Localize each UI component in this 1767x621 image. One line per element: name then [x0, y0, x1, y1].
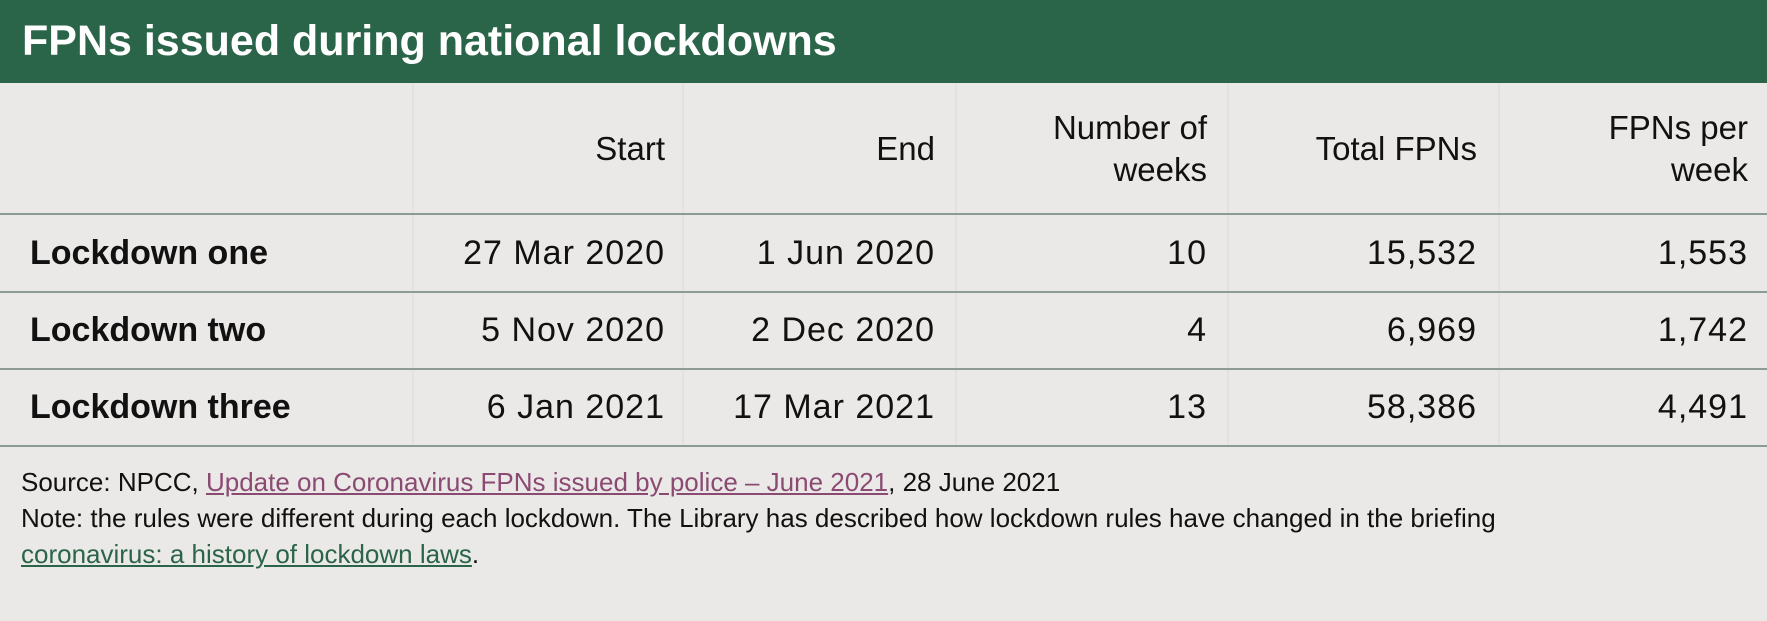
column-header: Number of weeks — [1052, 108, 1207, 188]
table-cell: 1,553 — [1657, 233, 1748, 272]
table-cell: 1,742 — [1657, 311, 1748, 349]
row-label: Lockdown two — [30, 311, 267, 349]
column-separator — [412, 83, 414, 446]
column-header: Total FPNs — [1315, 129, 1477, 167]
table-cell: 13 — [1167, 388, 1207, 426]
table-cell: 1 Jun 2020 — [756, 233, 935, 272]
row-rule — [0, 445, 1767, 447]
table-cell: 2 Dec 2020 — [751, 311, 935, 349]
column-separator — [682, 83, 684, 446]
row-rule — [0, 368, 1767, 370]
source-prefix: Source: NPCC, — [21, 467, 206, 497]
column-header: End — [876, 129, 935, 167]
row-rule — [0, 213, 1767, 215]
table-cell: 17 Mar 2021 — [733, 388, 935, 426]
table-cell: 27 Mar 2020 — [463, 233, 665, 272]
source-line: Source: NPCC, Update on Coronavirus FPNs… — [21, 464, 1741, 500]
note-text: Note: the rules were different during ea… — [21, 503, 1496, 533]
title-bar: FPNs issued during national lockdowns — [0, 0, 1767, 83]
table-cell: 4,491 — [1657, 388, 1748, 426]
note-link[interactable]: coronavirus: a history of lockdown laws — [21, 539, 472, 569]
title: FPNs issued during national lockdowns — [22, 17, 837, 65]
column-separator — [955, 83, 957, 446]
column-separator — [1227, 83, 1229, 446]
source-suffix: , 28 June 2021 — [888, 467, 1061, 497]
source-link[interactable]: Update on Coronavirus FPNs issued by pol… — [205, 467, 889, 497]
row-label: Lockdown one — [30, 233, 268, 272]
table-cell: 58,386 — [1367, 388, 1477, 426]
table-cell: 5 Nov 2020 — [481, 311, 665, 349]
table-cell: 6 Jan 2021 — [486, 388, 665, 426]
row-label: Lockdown three — [30, 388, 291, 426]
column-header: FPNs per week — [1608, 108, 1748, 188]
row-rule — [0, 291, 1767, 293]
table-cell: 10 — [1167, 233, 1207, 272]
column-separator — [1498, 83, 1500, 446]
footer: Source: NPCC, Update on Coronavirus FPNs… — [21, 464, 1741, 572]
note-suffix: . — [471, 539, 480, 569]
note-line: Note: the rules were different during ea… — [21, 500, 1741, 572]
table-cell: 15,532 — [1367, 233, 1477, 272]
table-cell: 4 — [1187, 311, 1207, 349]
column-header: Start — [595, 129, 665, 167]
table-cell: 6,969 — [1386, 311, 1477, 349]
